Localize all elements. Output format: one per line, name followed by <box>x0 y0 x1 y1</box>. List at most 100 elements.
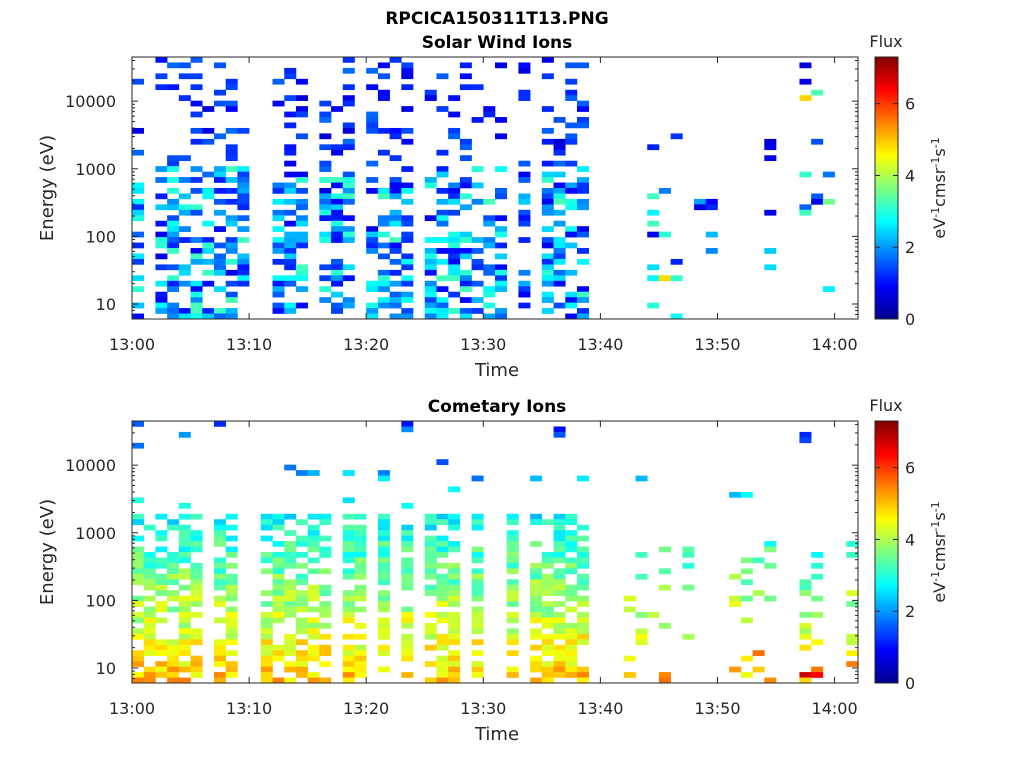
heatmap-cell <box>331 198 344 205</box>
heatmap-cell <box>553 661 566 667</box>
heatmap-cell <box>401 546 414 553</box>
heatmap-cell <box>331 269 344 276</box>
heatmap-cell <box>237 127 250 134</box>
heatmap-cell <box>342 644 355 651</box>
heatmap-cell <box>483 220 496 227</box>
heatmap-cell <box>319 231 332 238</box>
heatmap-cell <box>647 264 660 271</box>
heatmap-cell <box>295 639 308 646</box>
heatmap-cell <box>811 89 824 96</box>
heatmap-cell <box>319 633 332 640</box>
heatmap-cell <box>424 590 437 596</box>
heatmap-cell <box>436 601 449 607</box>
heatmap-cell <box>190 138 203 145</box>
heatmap-cell <box>530 568 543 575</box>
axes-solar-wind: 13:00 13:10 13:20 13:30 13:40 13:50 14:00 10 100… <box>65 57 858 354</box>
heatmap-cell <box>506 590 519 596</box>
heatmap-cell <box>260 639 273 646</box>
heatmap-cell <box>401 237 414 243</box>
heatmap-cell <box>178 204 191 211</box>
heatmap-cell <box>448 612 461 618</box>
heatmap-cell <box>295 133 308 140</box>
heatmap-cell <box>471 628 484 635</box>
heatmap-cell <box>635 475 648 482</box>
heatmap-cell <box>530 601 543 607</box>
heatmap-cell <box>190 286 203 293</box>
heatmap-cell <box>155 177 168 183</box>
heatmap-cell <box>436 584 449 591</box>
heatmap-cell <box>495 269 508 276</box>
heatmap-cell <box>155 513 168 520</box>
heatmap-cell <box>459 73 472 80</box>
x-tick-label: 13:10 <box>226 335 272 354</box>
heatmap-cell <box>178 95 191 101</box>
heatmap-cell <box>260 622 273 629</box>
heatmap-cell <box>506 617 519 624</box>
heatmap-cell <box>424 258 437 265</box>
heatmap-cell <box>143 666 156 673</box>
heatmap-cell <box>178 573 191 580</box>
heatmap-cell <box>307 672 320 678</box>
heatmap-cell <box>132 421 145 427</box>
heatmap-cell <box>190 612 203 618</box>
heatmap-cell <box>272 198 285 205</box>
heatmap-cell <box>225 661 238 667</box>
heatmap-cell <box>576 182 589 189</box>
heatmap-cell <box>155 264 168 271</box>
heatmap-cell <box>471 579 484 586</box>
heatmap-cell <box>377 590 390 596</box>
heatmap-cell <box>541 584 554 591</box>
x-tick-label: 13:30 <box>460 699 506 718</box>
heatmap-cell <box>401 639 414 646</box>
heatmap-cell <box>213 209 226 216</box>
heatmap-cell <box>202 237 215 243</box>
heatmap-cell <box>518 280 531 287</box>
heatmap-cell <box>541 573 554 580</box>
heatmap-cell <box>811 198 824 205</box>
heatmap-cell <box>483 198 496 205</box>
heatmap-cell <box>213 595 226 602</box>
heatmap-cell <box>448 513 461 520</box>
heatmap-cell <box>436 541 449 547</box>
heatmap-cell <box>471 117 484 123</box>
heatmap-cell <box>260 661 273 667</box>
heatmap-cell <box>377 622 390 629</box>
heatmap-cell <box>225 149 238 156</box>
heatmap-cell <box>342 606 355 613</box>
heatmap-cell <box>167 672 180 678</box>
heatmap-cell <box>729 666 742 673</box>
heatmap-cell <box>495 62 508 69</box>
heatmap-cell <box>553 144 566 151</box>
heatmap-cell <box>225 313 238 320</box>
heatmap-cell <box>284 209 297 216</box>
heatmap-cell <box>284 513 297 520</box>
heatmap-cell <box>682 633 695 640</box>
heatmap-cell <box>295 628 308 635</box>
heatmap-cell <box>576 226 589 232</box>
heatmap-cell <box>764 264 777 271</box>
heatmap-cell <box>436 546 449 553</box>
heatmap-cell <box>284 248 297 254</box>
heatmap-cell <box>518 215 531 222</box>
heatmap-cometary <box>132 421 859 684</box>
heatmap-cell <box>740 579 753 586</box>
heatmap-cell <box>155 237 168 243</box>
heatmap-cell <box>237 177 250 183</box>
heatmap-cell <box>143 552 156 558</box>
heatmap-cell <box>143 524 156 531</box>
heatmap-cell <box>459 84 472 91</box>
heatmap-cell <box>342 541 355 547</box>
heatmap-cell <box>342 524 355 531</box>
heatmap-cell <box>272 188 285 194</box>
heatmap-cell <box>424 557 437 564</box>
heatmap-cell <box>307 546 320 553</box>
heatmap-cell <box>225 579 238 586</box>
plot-frame-cometary <box>131 420 859 684</box>
heatmap-cell <box>541 198 554 205</box>
heatmap-cell <box>553 149 566 156</box>
heatmap-cell <box>448 133 461 140</box>
heatmap-cell <box>401 502 414 509</box>
heatmap-cell <box>506 535 519 542</box>
heatmap-cell <box>284 258 297 265</box>
heatmap-cell <box>319 519 332 526</box>
